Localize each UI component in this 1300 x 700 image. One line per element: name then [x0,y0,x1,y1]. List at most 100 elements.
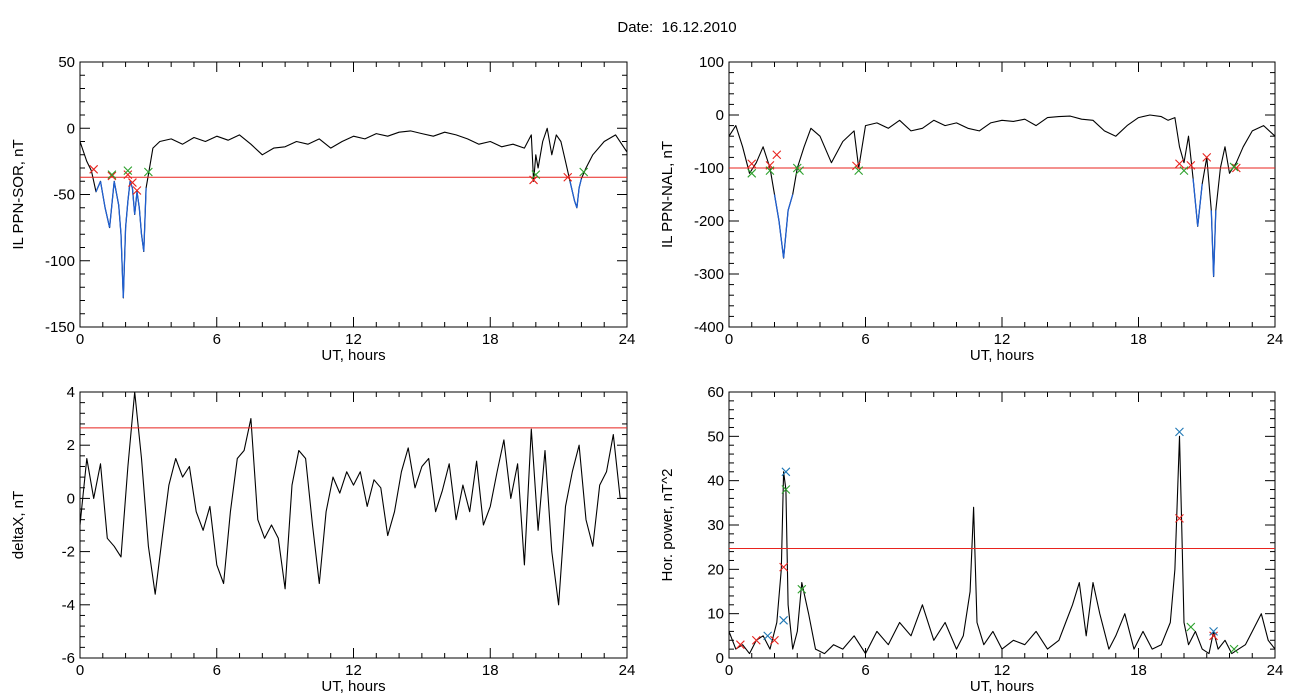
marker-red [1202,153,1212,162]
marker-green [579,167,589,177]
series-line [79,127,628,299]
marker-green [765,166,775,176]
y-axis-label: IL PPN-NAL, nT [659,141,676,248]
marker-green [531,170,541,180]
x-tick-label: 18 [1130,331,1147,348]
y-tick-label: 4 [67,384,75,401]
x-tick-label: 6 [213,662,221,679]
marker-red [747,159,757,169]
marker-red [779,562,788,572]
marker-green [107,170,117,180]
x-tick-label: 18 [482,662,499,679]
marker-green [1179,166,1189,176]
chart-panel-1: 0 6 12 18 24 -150 -100 -50 0 50 UT, hours IL PPN-SO… [10,54,635,364]
y-tick-label: -6 [62,650,75,667]
plot-frame [79,61,628,328]
y-tick-label: -4 [62,597,75,614]
series-line [728,435,1276,655]
series-line [728,114,1276,278]
y-tick-label: 100 [699,54,724,71]
plot-frame [79,391,628,659]
plot-frame [728,61,1276,328]
y-tick-label: 0 [716,107,724,124]
marker-blue [1175,427,1184,437]
x-tick-label: 6 [861,662,869,679]
x-tick-label: 18 [482,331,499,348]
marker-green [1229,644,1239,654]
x-tick-label: 12 [994,662,1011,679]
marker-red [529,175,538,185]
marker-red [751,635,761,645]
x-tick-label: 6 [213,331,221,348]
marker-red [1209,631,1218,641]
y-tick-label: -50 [53,187,75,204]
y-tick-label: -400 [694,319,724,336]
marker-blue [779,615,788,625]
marker-blue [781,467,791,477]
y-tick-label: 0 [716,650,724,667]
marker-green [1229,162,1239,172]
x-tick-label: 0 [725,662,733,679]
marker-green [123,166,133,176]
x-tick-label: 24 [1267,331,1284,348]
marker-red [107,171,117,181]
marker-red [132,186,142,195]
series-line [79,391,627,606]
marker-green [143,167,153,177]
y-tick-label: 50 [707,428,724,445]
chart-panel-4: 0 6 12 18 24 0 10 20 30 40 50 60 UT, hours Hor. power… [659,384,1283,695]
plot-frame [728,391,1276,659]
series-highlight [95,178,583,298]
marker-green [1186,622,1196,632]
x-tick-label: 0 [725,331,733,348]
y-tick-label: 50 [58,54,75,71]
x-axis-label: UT, hours [321,678,385,695]
marker-red [563,172,573,182]
marker-green [747,168,757,178]
x-tick-label: 6 [861,331,869,348]
marker-red [852,161,861,171]
y-tick-label: 30 [707,517,724,534]
y-tick-label: 0 [67,120,75,137]
marker-blue [763,631,773,641]
y-axis-label: deltaX, nT [10,491,27,559]
y-axis-label: Hor. power, nT^2 [659,469,676,582]
x-tick-label: 12 [345,662,362,679]
marker-green [781,485,791,494]
x-axis-label: UT, hours [970,347,1034,364]
series-highlight [773,178,1217,277]
y-tick-label: -300 [694,266,724,283]
marker-blue [1209,627,1218,636]
y-tick-label: -2 [62,544,75,561]
chart-panel-2: 0 6 12 18 24 -400 -300 -200 -100 0 100 UT, hours IL … [659,54,1283,364]
y-tick-label: 10 [707,606,724,623]
x-axis-label: UT, hours [321,347,385,364]
y-tick-label: -200 [694,213,724,230]
x-tick-label: 24 [619,331,636,348]
y-tick-label: 0 [67,490,75,507]
marker-red [772,150,782,160]
y-tick-label: 60 [707,384,724,401]
x-tick-label: 24 [619,662,636,679]
marker-red [123,170,133,180]
x-tick-label: 0 [76,662,84,679]
y-tick-label: 2 [67,437,75,454]
y-tick-label: -150 [45,319,75,336]
marker-red [770,635,779,645]
x-tick-label: 24 [1267,662,1284,679]
y-axis-label: IL PPN-SOR, nT [10,139,27,249]
marker-red [1175,159,1184,169]
y-tick-label: -100 [694,160,724,177]
y-tick-label: 40 [707,473,724,490]
page-title: Date: 16.12.2010 [617,19,737,36]
x-tick-label: 18 [1130,662,1147,679]
marker-red [735,640,745,650]
marker-red [1231,163,1241,173]
marker-red [1175,513,1184,523]
x-tick-label: 12 [345,331,362,348]
marker-red [1186,160,1196,170]
x-tick-label: 0 [76,331,84,348]
marker-red [89,164,99,174]
